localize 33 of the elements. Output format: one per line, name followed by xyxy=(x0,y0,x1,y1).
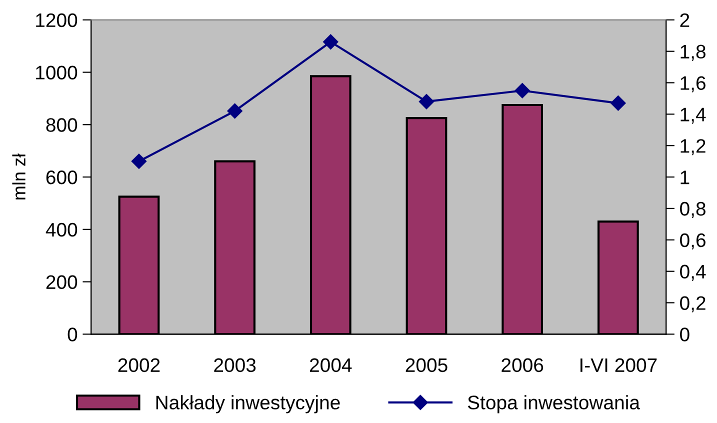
y2-tick-label: 0,8 xyxy=(680,202,706,218)
x-tick-label: 2006 xyxy=(502,358,544,372)
x-tick-label: 2003 xyxy=(214,358,256,372)
x-tick-label: 2005 xyxy=(406,358,448,372)
y-axis-title: mln zł xyxy=(12,154,26,200)
y2-tick-label: 0,6 xyxy=(680,233,706,250)
y2-tick-label: 2 xyxy=(680,13,690,27)
y-tick-label: 200 xyxy=(46,275,78,290)
point xyxy=(323,34,338,50)
y2-tick-label: 0 xyxy=(680,328,690,342)
y2-tick-label: 1,4 xyxy=(680,108,706,124)
legend-label: Nakłady inwestycyjne xyxy=(156,395,340,414)
y-tick-label: 600 xyxy=(46,170,78,184)
y2-tick-label: 0,4 xyxy=(680,264,706,281)
y-tick-label: 1200 xyxy=(36,13,78,28)
point xyxy=(418,94,434,110)
y2-tick-label: 1 xyxy=(680,170,690,184)
y2-tick-label: 1,2 xyxy=(680,139,706,156)
point xyxy=(227,103,242,119)
y2-tick-label: 1,8 xyxy=(680,44,706,61)
legend-label: Stopa inwestowania xyxy=(468,395,640,414)
x-tick-label: 2002 xyxy=(118,358,160,372)
x-tick-label: 2004 xyxy=(310,358,352,372)
point xyxy=(514,83,530,98)
y2-tick-label: 0,2 xyxy=(680,296,706,312)
y-tick-label: 400 xyxy=(46,222,78,237)
y-tick-label: 1000 xyxy=(36,66,78,80)
y2-tick-label: 1,6 xyxy=(680,76,706,92)
point xyxy=(131,154,147,169)
y-tick-label: 800 xyxy=(46,118,78,132)
point xyxy=(610,96,626,111)
x-tick-label: I-VI 2007 xyxy=(580,358,657,372)
y-tick-label: 0 xyxy=(68,328,78,342)
